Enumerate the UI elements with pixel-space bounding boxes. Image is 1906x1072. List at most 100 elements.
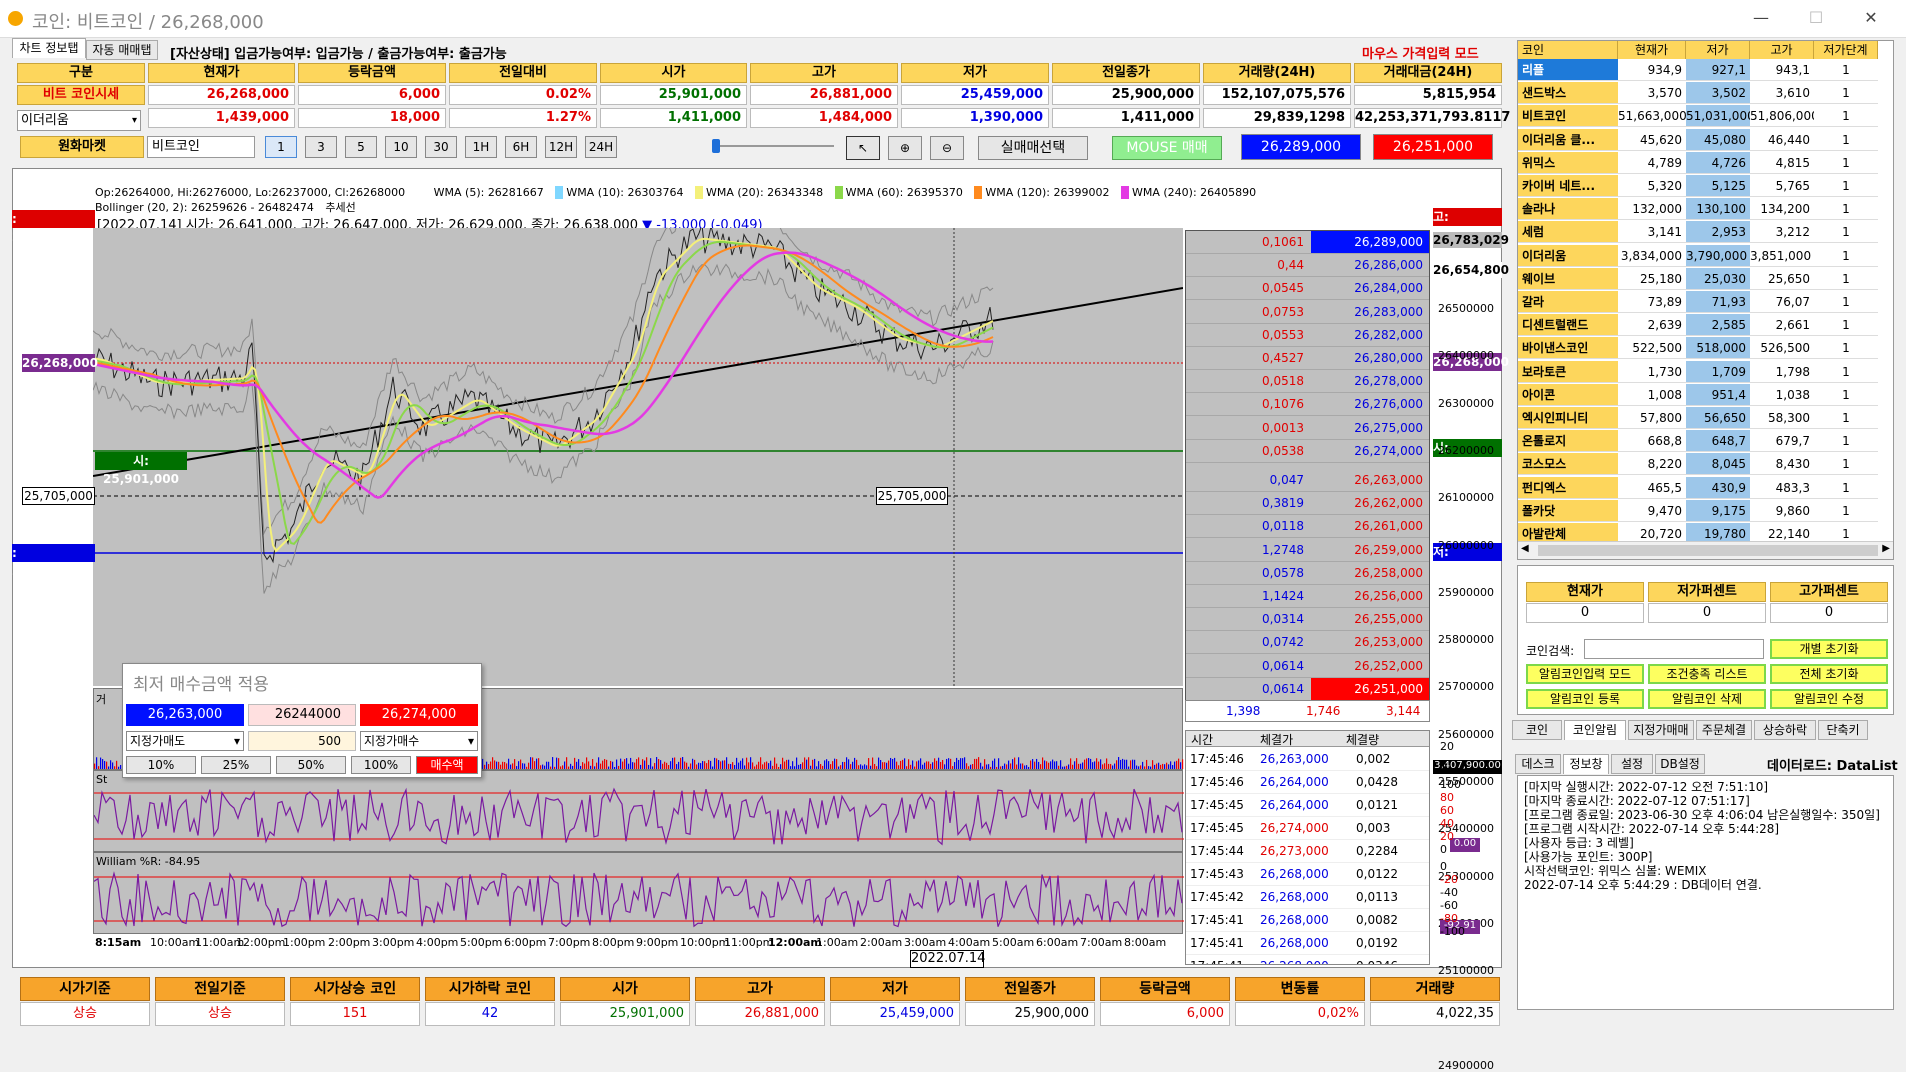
timeframe-12H[interactable]: 12H <box>545 136 577 158</box>
cursor-tool-button[interactable]: ↖ <box>846 136 880 160</box>
orderbook-row[interactable]: 0,0742 26,253,000 <box>1186 631 1429 655</box>
coin-list-row[interactable]: 코스모스 8,220 8,045 8,430 1 <box>1518 453 1878 476</box>
orderbook-row[interactable]: 0,0614 26,251,000 <box>1186 677 1429 701</box>
minimize-button[interactable]: — <box>1753 8 1769 27</box>
alert-edit-button[interactable]: 알림코인 수정 <box>1770 689 1888 709</box>
orderbook-row[interactable]: 0,0753 26,283,000 <box>1186 301 1429 324</box>
coin-list-row[interactable]: 갈라 73,89 71,93 76,07 1 <box>1518 291 1878 314</box>
sub-tab-1[interactable]: 정보창 <box>1563 754 1609 774</box>
pct-10-button[interactable]: 10% <box>126 756 196 774</box>
coin-list-row[interactable]: 웨이브 25,180 25,030 25,650 1 <box>1518 267 1878 291</box>
alert-input-mode-button[interactable]: 알림코인입력 모드 <box>1526 664 1644 684</box>
orderbook-row[interactable]: 0,1076 26,276,000 <box>1186 393 1429 417</box>
popup-buy-price[interactable]: 26,274,000 <box>360 704 478 726</box>
orderbook-row[interactable]: 0,0545 26,284,000 <box>1186 277 1429 301</box>
orderbook-row[interactable]: 0,0314 26,255,000 <box>1186 608 1429 632</box>
mouse-trade-button[interactable]: MOUSE 매매 <box>1112 136 1222 160</box>
orderbook-row[interactable]: 0,047 26,263,000 <box>1186 469 1429 492</box>
coin-list-row[interactable]: 샌드박스 3,570 3,502 3,610 1 <box>1518 82 1878 105</box>
zoom-in-button[interactable]: ⊕ <box>888 136 922 160</box>
popup-price-input[interactable]: 26244000 <box>248 704 356 726</box>
scroll-thumb[interactable] <box>1538 545 1878 556</box>
right-tab-4[interactable]: 상승하락 <box>1754 720 1816 740</box>
alert-lowpct-value[interactable]: 0 <box>1648 603 1766 623</box>
alert-price-value[interactable]: 0 <box>1526 603 1644 623</box>
coinlist-hscroll[interactable]: ◀ ▶ <box>1518 541 1893 559</box>
buy-amount-button[interactable]: 매수액 <box>416 756 478 774</box>
coin-list-row[interactable]: 이더리움 클... 45,620 45,080 46,440 1 <box>1518 128 1878 152</box>
coin-name-field[interactable]: 비트코인 <box>147 136 255 158</box>
orderbook-row[interactable]: 1,1424 26,256,000 <box>1186 585 1429 608</box>
coin-list-row[interactable]: 리플 934,9 927,1 943,1 1 <box>1518 59 1878 82</box>
alert-delete-button[interactable]: 알림코인 삭제 <box>1648 689 1766 709</box>
krw-market-button[interactable]: 원화마켓 <box>20 136 144 158</box>
orderbook-row[interactable]: 0,0518 26,278,000 <box>1186 370 1429 394</box>
pct-50-button[interactable]: 50% <box>276 756 346 774</box>
timeframe-10[interactable]: 10 <box>385 136 417 158</box>
condition-list-button[interactable]: 조건충족 리스트 <box>1648 664 1766 684</box>
zoom-slider-handle[interactable] <box>712 139 720 153</box>
coin-list-row[interactable]: 펀디엑스 465,5 430,9 483,3 1 <box>1518 476 1878 500</box>
coin-list-row[interactable]: 위믹스 4,789 4,726 4,815 1 <box>1518 151 1878 175</box>
coin-search-input[interactable] <box>1584 639 1764 659</box>
maximize-button[interactable]: ☐ <box>1808 8 1824 27</box>
sub-tab-3[interactable]: DB설정 <box>1655 754 1705 774</box>
zoom-slider-track[interactable] <box>714 145 834 147</box>
timeframe-5[interactable]: 5 <box>345 136 377 158</box>
qty-input[interactable]: 500 <box>248 731 356 751</box>
right-tab-2[interactable]: 지정가매매 <box>1628 720 1694 740</box>
tab-chart-info[interactable]: 차트 정보탭 <box>12 38 86 58</box>
coin-list-row[interactable]: 온톨로지 668,8 648,7 679,7 1 <box>1518 430 1878 453</box>
coin-list-row[interactable]: 세럼 3,141 2,953 3,212 1 <box>1518 221 1878 244</box>
orderbook-row[interactable]: 0,44 26,286,000 <box>1186 254 1429 278</box>
right-tab-0[interactable]: 코인 <box>1512 720 1562 740</box>
orderbook-row[interactable]: 0,0614 26,252,000 <box>1186 655 1429 678</box>
timeframe-30[interactable]: 30 <box>425 136 457 158</box>
mouse-price-mode[interactable]: 마우스 가격입력 모드 <box>1362 47 1479 62</box>
alert-highpct-value[interactable]: 0 <box>1770 603 1888 623</box>
coin-list-row[interactable]: 카이버 네트... 5,320 5,125 5,765 1 <box>1518 175 1878 198</box>
tab-auto-trade[interactable]: 자동 매매탭 <box>86 40 158 60</box>
orderbook-row[interactable]: 0,4527 26,280,000 <box>1186 347 1429 370</box>
sub-tab-2[interactable]: 설정 <box>1611 754 1653 774</box>
sell-price-button[interactable]: 26,251,000 <box>1373 134 1493 160</box>
right-tab-5[interactable]: 단축키 <box>1818 720 1868 740</box>
timeframe-1H[interactable]: 1H <box>465 136 497 158</box>
coin-list-row[interactable]: 디센트럴랜드 2,639 2,585 2,661 1 <box>1518 314 1878 337</box>
coin-list-row[interactable]: 폴카닷 9,470 9,175 9,860 1 <box>1518 499 1878 523</box>
live-trade-select-button[interactable]: 실매매선택 <box>978 136 1088 160</box>
sell-type-select[interactable]: 지정가매도 ▾ <box>126 731 244 751</box>
reset-all-button[interactable]: 전체 초기화 <box>1770 664 1888 684</box>
right-tab-1[interactable]: 코인알림 <box>1564 720 1626 740</box>
orderbook-row[interactable]: 0,3819 26,262,000 <box>1186 492 1429 516</box>
orderbook-row[interactable]: 0,0578 26,258,000 <box>1186 562 1429 585</box>
orderbook-row[interactable]: 0,0553 26,282,000 <box>1186 324 1429 347</box>
coin-list-row[interactable]: 아이콘 1,008 951,4 1,038 1 <box>1518 383 1878 407</box>
coin-list-row[interactable]: 보라토큰 1,730 1,709 1,798 1 <box>1518 360 1878 384</box>
coin-list-row[interactable]: 솔라나 132,000 130,100 134,200 1 <box>1518 198 1878 221</box>
timeframe-24H[interactable]: 24H <box>585 136 617 158</box>
coin-list-row[interactable]: 엑시인피니티 57,800 56,650 58,300 1 <box>1518 407 1878 430</box>
orderbook-row[interactable]: 0,1061 26,289,000 <box>1186 231 1429 254</box>
timeframe-3[interactable]: 3 <box>305 136 337 158</box>
pct-100-button[interactable]: 100% <box>351 756 411 774</box>
alert-register-button[interactable]: 알림코인 등록 <box>1526 689 1644 709</box>
right-tab-3[interactable]: 주문체결 <box>1696 720 1752 740</box>
zoom-out-button[interactable]: ⊖ <box>930 136 964 160</box>
sub-tab-0[interactable]: 데스크 <box>1515 754 1561 774</box>
coin-list-row[interactable]: 바이낸스코인 522,500 518,000 526,500 1 <box>1518 337 1878 360</box>
coin-list-row[interactable]: 이더리움 3,834,000 3,790,000 3,851,000 1 <box>1518 244 1878 268</box>
close-button[interactable]: ✕ <box>1864 8 1878 27</box>
coin-list-row[interactable]: 비트코인 51,663,000 51,031,000 51,806,000 1 <box>1518 105 1878 128</box>
reset-single-button[interactable]: 개별 초기화 <box>1770 639 1888 659</box>
orderbook-row[interactable]: 0,0118 26,261,000 <box>1186 515 1429 539</box>
orderbook-row[interactable]: 0,0013 26,275,000 <box>1186 417 1429 440</box>
price-chart[interactable] <box>93 228 1183 686</box>
orderbook-row[interactable]: 1,2748 26,259,000 <box>1186 539 1429 562</box>
orderbook-row[interactable]: 0,0538 26,274,000 <box>1186 440 1429 463</box>
popup-sell-price[interactable]: 26,263,000 <box>126 704 244 726</box>
coin-select[interactable]: 이더리움 ▾ <box>17 110 141 131</box>
buy-type-select[interactable]: 지정가매수 ▾ <box>360 731 478 751</box>
timeframe-6H[interactable]: 6H <box>505 136 537 158</box>
timeframe-1[interactable]: 1 <box>265 136 297 158</box>
